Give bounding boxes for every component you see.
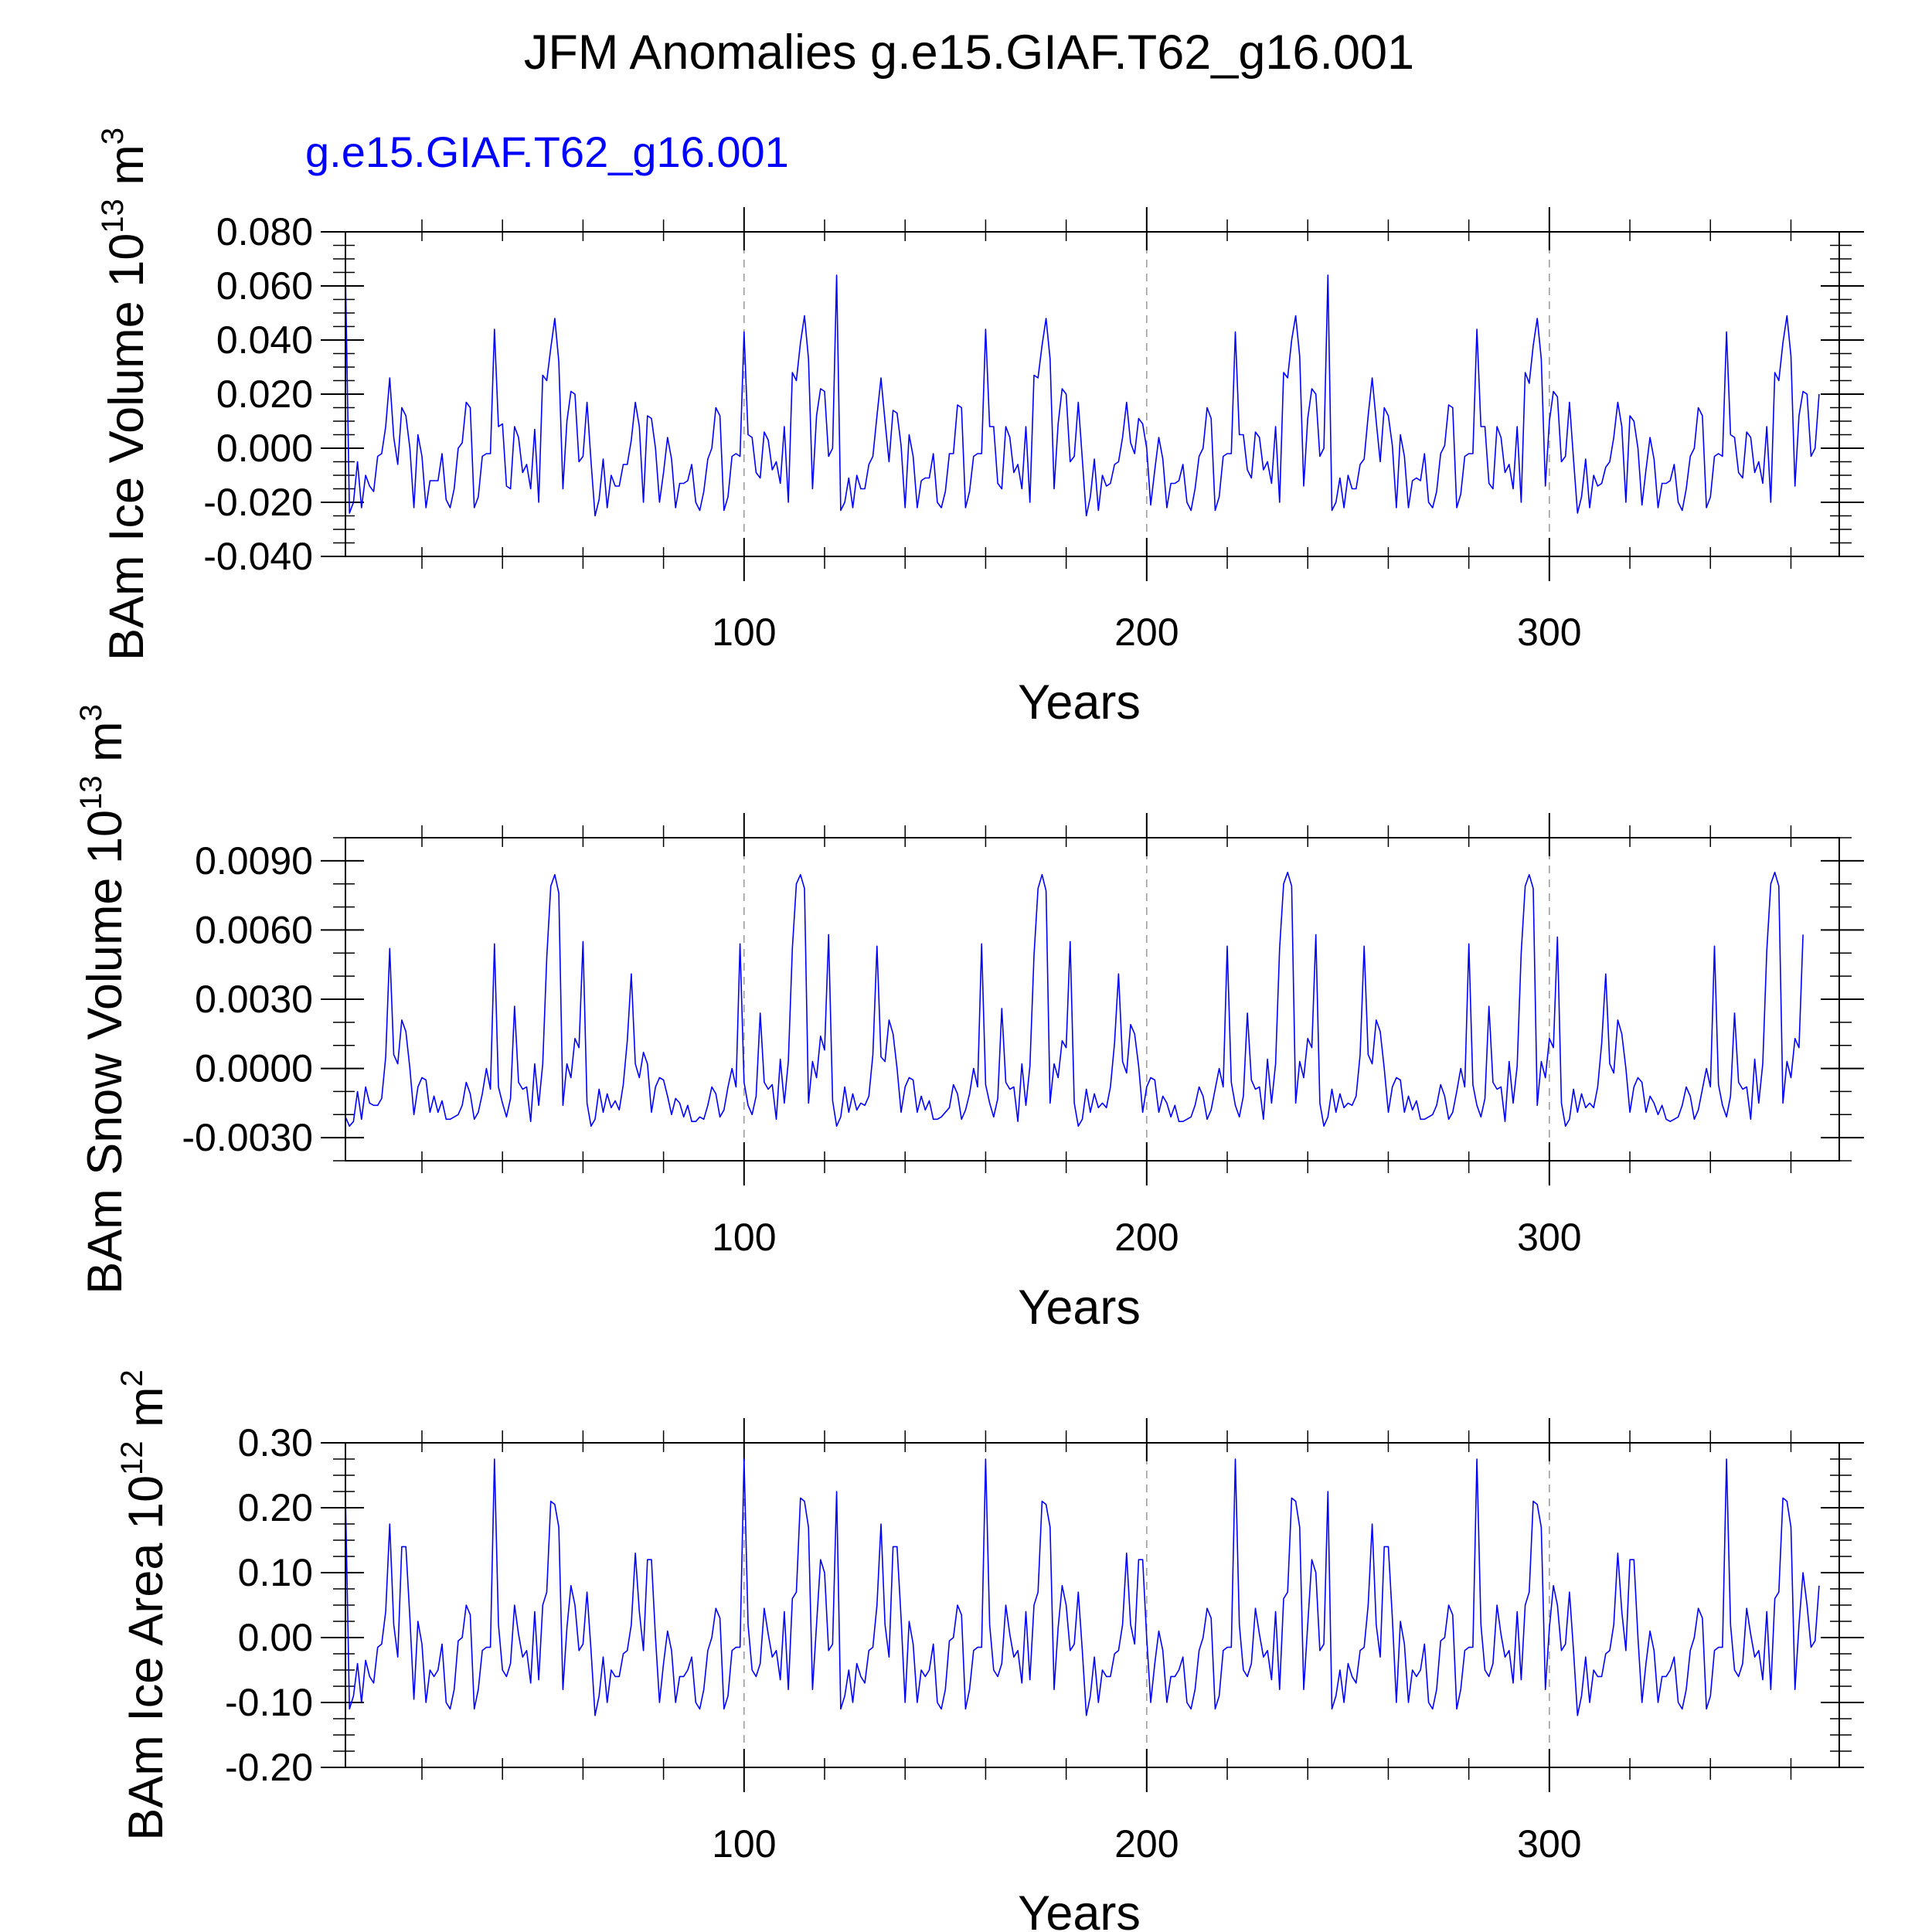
data-series-line	[345, 272, 1820, 517]
y-tick-label: 0.0060	[195, 908, 313, 951]
y-tick-label: 0.00	[238, 1616, 313, 1659]
y-tick-label: -0.020	[203, 481, 313, 524]
figure-subtitle: g.e15.GIAF.T62_g16.001	[305, 128, 789, 176]
y-axis-label-exponent: 13	[96, 199, 130, 233]
panel-snow-volume: -0.0030 0.0000 0.0030 0.0060 0.0090 100 200 300…	[74, 704, 1864, 1335]
y-tick-label: -0.20	[225, 1746, 313, 1789]
x-axis-label: Years	[1018, 1281, 1141, 1335]
x-tick-label: 100	[712, 611, 776, 654]
x-axis-label: Years	[1018, 1886, 1141, 1932]
y-axis-label: BAm Ice Area 1012 m2	[115, 1369, 173, 1840]
y-tick-label: 0.20	[238, 1486, 313, 1529]
x-tick-label: 100	[712, 1216, 776, 1259]
y-tick-label: 0.040	[216, 318, 313, 362]
plot-frame	[345, 231, 1840, 557]
y-tick-label: 0.0000	[195, 1047, 313, 1090]
x-tick-label: 100	[712, 1822, 776, 1866]
y-tick-label: 0.0030	[195, 978, 313, 1021]
x-tick-label: 200	[1114, 1822, 1179, 1866]
x-tick-label: 300	[1517, 1822, 1581, 1866]
y-tick-label: 0.10	[238, 1551, 313, 1594]
data-series-line	[345, 1458, 1820, 1716]
y-tick-label: 0.080	[216, 210, 313, 253]
x-tick-label: 200	[1114, 1216, 1179, 1259]
y-tick-label: 0.020	[216, 372, 313, 416]
panel-ice-area: -0.20 -0.10 0.00 0.10 0.20 0.30 100 200 300 Years…	[115, 1369, 1864, 1932]
y-tick-label: 0.000	[216, 427, 313, 470]
x-axis-label: Years	[1018, 675, 1141, 730]
x-tick-label: 200	[1114, 611, 1179, 654]
y-axis-label: BAm Snow Volume 1013 m3	[74, 704, 132, 1294]
y-axis-label-exponent: 12	[115, 1440, 149, 1475]
y-axis-label-text: BAm Snow Volume 10	[78, 810, 132, 1294]
y-axis-label-unit-exponent: 3	[74, 704, 108, 721]
y-axis-label-unit: m	[119, 1387, 173, 1441]
x-tick-label: 300	[1517, 1216, 1581, 1259]
y-tick-label: -0.040	[203, 535, 313, 578]
y-tick-label: 0.30	[238, 1421, 313, 1464]
y-axis-label: BAm Ice Volume 1013 m3	[96, 128, 154, 661]
y-tick-label: 0.0090	[195, 839, 313, 883]
panel-ice-volume: -0.040 -0.020 0.000 0.020 0.040 0.060 0.080 100…	[96, 128, 1864, 730]
y-axis-label-unit: m	[100, 145, 154, 199]
y-axis-label-unit-exponent: 2	[115, 1369, 149, 1386]
y-axis-label-text: BAm Ice Volume 10	[100, 233, 154, 661]
x-tick-label: 300	[1517, 611, 1581, 654]
data-series-line	[345, 872, 1804, 1127]
plot-frame	[345, 837, 1840, 1162]
plot-frame	[345, 1442, 1840, 1768]
y-axis-label-unit: m	[78, 721, 132, 775]
y-axis-label-unit-exponent: 3	[96, 128, 130, 145]
y-axis-label-exponent: 13	[74, 775, 108, 810]
y-axis-label-text: BAm Ice Area 10	[119, 1475, 173, 1841]
y-tick-label: -0.10	[225, 1681, 313, 1724]
y-tick-label: -0.0030	[182, 1116, 313, 1159]
figure-title: JFM Anomalies g.e15.GIAF.T62_g16.001	[524, 26, 1414, 80]
y-tick-label: 0.060	[216, 264, 313, 308]
